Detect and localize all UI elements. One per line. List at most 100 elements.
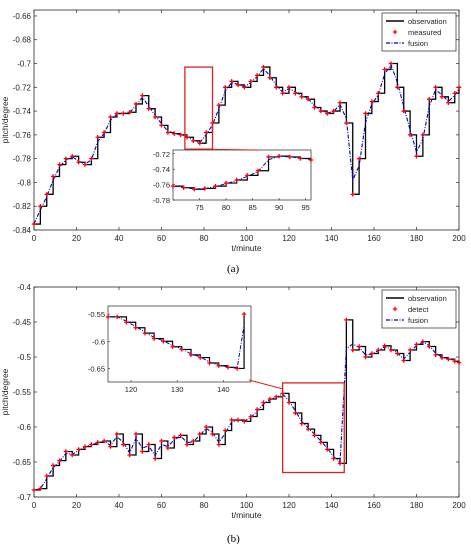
series-detect-marker xyxy=(420,339,426,344)
inset-detect-marker xyxy=(179,347,185,352)
series-measured-marker xyxy=(191,138,196,144)
series-detect-marker xyxy=(121,442,126,447)
inset-measured-marker xyxy=(192,187,197,192)
series-detect-marker xyxy=(433,352,438,358)
inset-measured-marker xyxy=(223,180,229,186)
inset-measured-marker xyxy=(255,168,261,173)
series-detect-marker xyxy=(89,442,94,447)
series-measured-marker xyxy=(363,111,368,116)
inset-measured-marker xyxy=(202,186,208,191)
inset-fusion-line xyxy=(108,316,245,369)
series-detect-marker xyxy=(76,447,81,452)
series-measured-marker xyxy=(114,111,120,116)
series-measured-marker xyxy=(184,135,190,140)
x-tick-label: 60 xyxy=(157,501,166,510)
inset-x-tick-label: 130 xyxy=(171,385,184,394)
series-measured-marker xyxy=(127,110,132,115)
inset-x-tick-label: 120 xyxy=(125,385,138,394)
series-detect-marker xyxy=(452,359,457,364)
series-detect-marker xyxy=(95,440,100,445)
series-detect-marker xyxy=(108,444,113,449)
series-detect-marker xyxy=(140,449,145,454)
inset-measured-marker xyxy=(298,156,303,161)
series-measured-marker xyxy=(407,132,413,138)
series-measured-marker xyxy=(121,111,126,116)
x-tick-label: 100 xyxy=(240,234,254,243)
inset-detect-marker xyxy=(216,363,221,368)
legend-label-fusion: fusion xyxy=(408,39,428,48)
series-measured-marker xyxy=(433,85,438,90)
x-tick-label: 20 xyxy=(72,234,81,243)
series-detect-marker xyxy=(363,354,368,360)
inset-detect-marker xyxy=(105,314,111,320)
series-detect-marker xyxy=(305,426,311,432)
inset-detect-marker xyxy=(115,314,120,320)
series-detect-marker xyxy=(267,396,273,402)
x-tick-label: 160 xyxy=(367,501,381,510)
series-measured-marker xyxy=(235,82,241,88)
series-measured-marker xyxy=(242,85,247,90)
legend-label-observation: observation xyxy=(408,17,447,26)
series-detect-marker xyxy=(210,431,215,437)
inset-x-tick-label: 80 xyxy=(222,203,230,212)
y-tick-label: -0.76 xyxy=(13,131,32,140)
inset-measured-marker xyxy=(287,154,292,160)
zoom-region-box xyxy=(184,66,214,150)
inset-detect-marker xyxy=(198,355,203,360)
series-detect-marker xyxy=(57,458,62,463)
series-detect-marker xyxy=(248,414,253,419)
series-measured-marker xyxy=(95,135,100,140)
series-detect-marker xyxy=(146,442,151,447)
legend-label-measured: measured xyxy=(408,28,441,37)
y-tick-label: -0.5 xyxy=(17,353,31,362)
series-measured-marker xyxy=(223,85,228,90)
x-tick-label: 60 xyxy=(157,234,166,243)
series-detect-marker xyxy=(159,438,164,444)
inset-plot-area xyxy=(107,305,252,383)
inset-detect-marker xyxy=(161,339,166,344)
series-detect-marker xyxy=(318,440,324,445)
x-tick-label: 120 xyxy=(282,501,296,510)
inset-chart: 120 130 140 -0.55 -0.6 -0.65 xyxy=(88,305,252,394)
series-measured-marker xyxy=(299,94,304,100)
x-tick-label: 200 xyxy=(452,234,466,243)
series-detect-marker xyxy=(427,344,432,349)
series-measured-marker xyxy=(427,96,432,102)
inset-chart: 75 80 85 90 95 -0.72 -0.74 -0.76 -0.78 xyxy=(153,149,314,212)
x-axis-label: t/minute xyxy=(231,243,262,253)
y-tick-label: -0.82 xyxy=(13,202,32,211)
y-tick-label: -0.4 xyxy=(17,283,31,292)
series-measured-marker xyxy=(82,162,88,167)
series-measured-marker xyxy=(261,64,266,70)
series-detect-marker xyxy=(254,407,260,412)
series-measured-marker xyxy=(172,131,177,136)
series-detect-marker xyxy=(127,452,132,458)
panel-a: 0 20 40 60 80 100 120 140 160 180 200 -0.84 -0.82 -0.… xyxy=(0,9,466,253)
series-detect-marker xyxy=(446,356,451,362)
inset-detect-marker xyxy=(142,330,148,336)
series-detect-marker xyxy=(50,463,56,468)
y-tick-label: -0.65 xyxy=(13,458,32,467)
series-detect-marker xyxy=(274,394,279,400)
y-tick-label: -0.7 xyxy=(17,493,31,502)
x-tick-label: 120 xyxy=(282,234,296,243)
x-tick-label: 80 xyxy=(200,501,209,510)
x-tick-label: 0 xyxy=(32,234,37,243)
series-detect-marker xyxy=(344,317,349,323)
series-detect-marker xyxy=(172,435,177,440)
series-measured-marker xyxy=(44,192,49,197)
series-detect-marker xyxy=(395,351,400,356)
series-measured-marker xyxy=(452,91,457,96)
inset-measured-marker xyxy=(234,177,239,183)
panel-b: 0 20 40 60 80 100 120 140 160 180 200 -0.7 -0.65 -0.6… xyxy=(0,283,466,520)
series-detect-marker xyxy=(44,473,49,479)
series-measured-marker xyxy=(280,91,285,96)
y-tick-label: -0.74 xyxy=(13,107,32,116)
inset-x-tick-label: 140 xyxy=(217,385,230,394)
series-measured-marker xyxy=(146,106,151,111)
series-detect-marker xyxy=(114,431,120,437)
series-detect-marker xyxy=(293,410,298,416)
inset-detect-marker xyxy=(225,365,231,370)
